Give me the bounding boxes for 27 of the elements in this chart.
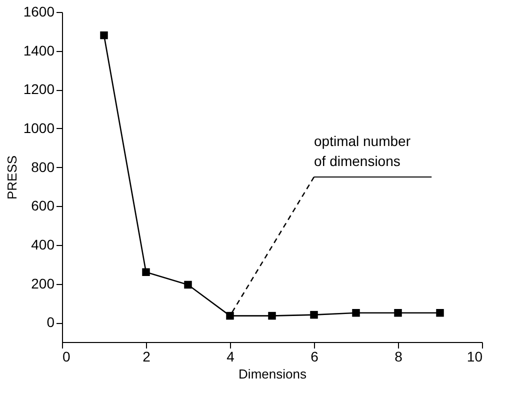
y-tick-label: 200 [31, 275, 55, 292]
x-tick-label: 6 [310, 348, 319, 364]
point [352, 309, 360, 317]
y-axis-title: PRESS [4, 155, 20, 200]
point [184, 280, 192, 289]
point [436, 309, 444, 317]
y-tick-label: 1000 [23, 120, 55, 136]
x-tick-label: 4 [226, 348, 235, 364]
y-tick-label: 600 [31, 198, 55, 214]
x-tick-label: 2 [142, 348, 151, 364]
point [268, 312, 276, 320]
x-tick-label: 10 [466, 348, 483, 364]
y-tick-label: 1400 [23, 42, 55, 58]
x-tick-label: 8 [394, 348, 403, 364]
y-tick-label: 800 [31, 158, 55, 175]
annotation: optimal number of dimensions [314, 133, 411, 169]
y-tick-label: 1200 [23, 81, 55, 98]
x-tick-label: 0 [62, 348, 70, 364]
x-axis-title: Dimensions [238, 366, 307, 382]
point [310, 310, 318, 319]
point [100, 31, 108, 40]
y-tick-label: 400 [31, 236, 55, 252]
point [394, 309, 402, 317]
point [142, 268, 150, 276]
point [226, 312, 234, 320]
y-tick-label: 0 [46, 314, 55, 330]
y-tick-label: 1600 [23, 4, 55, 20]
